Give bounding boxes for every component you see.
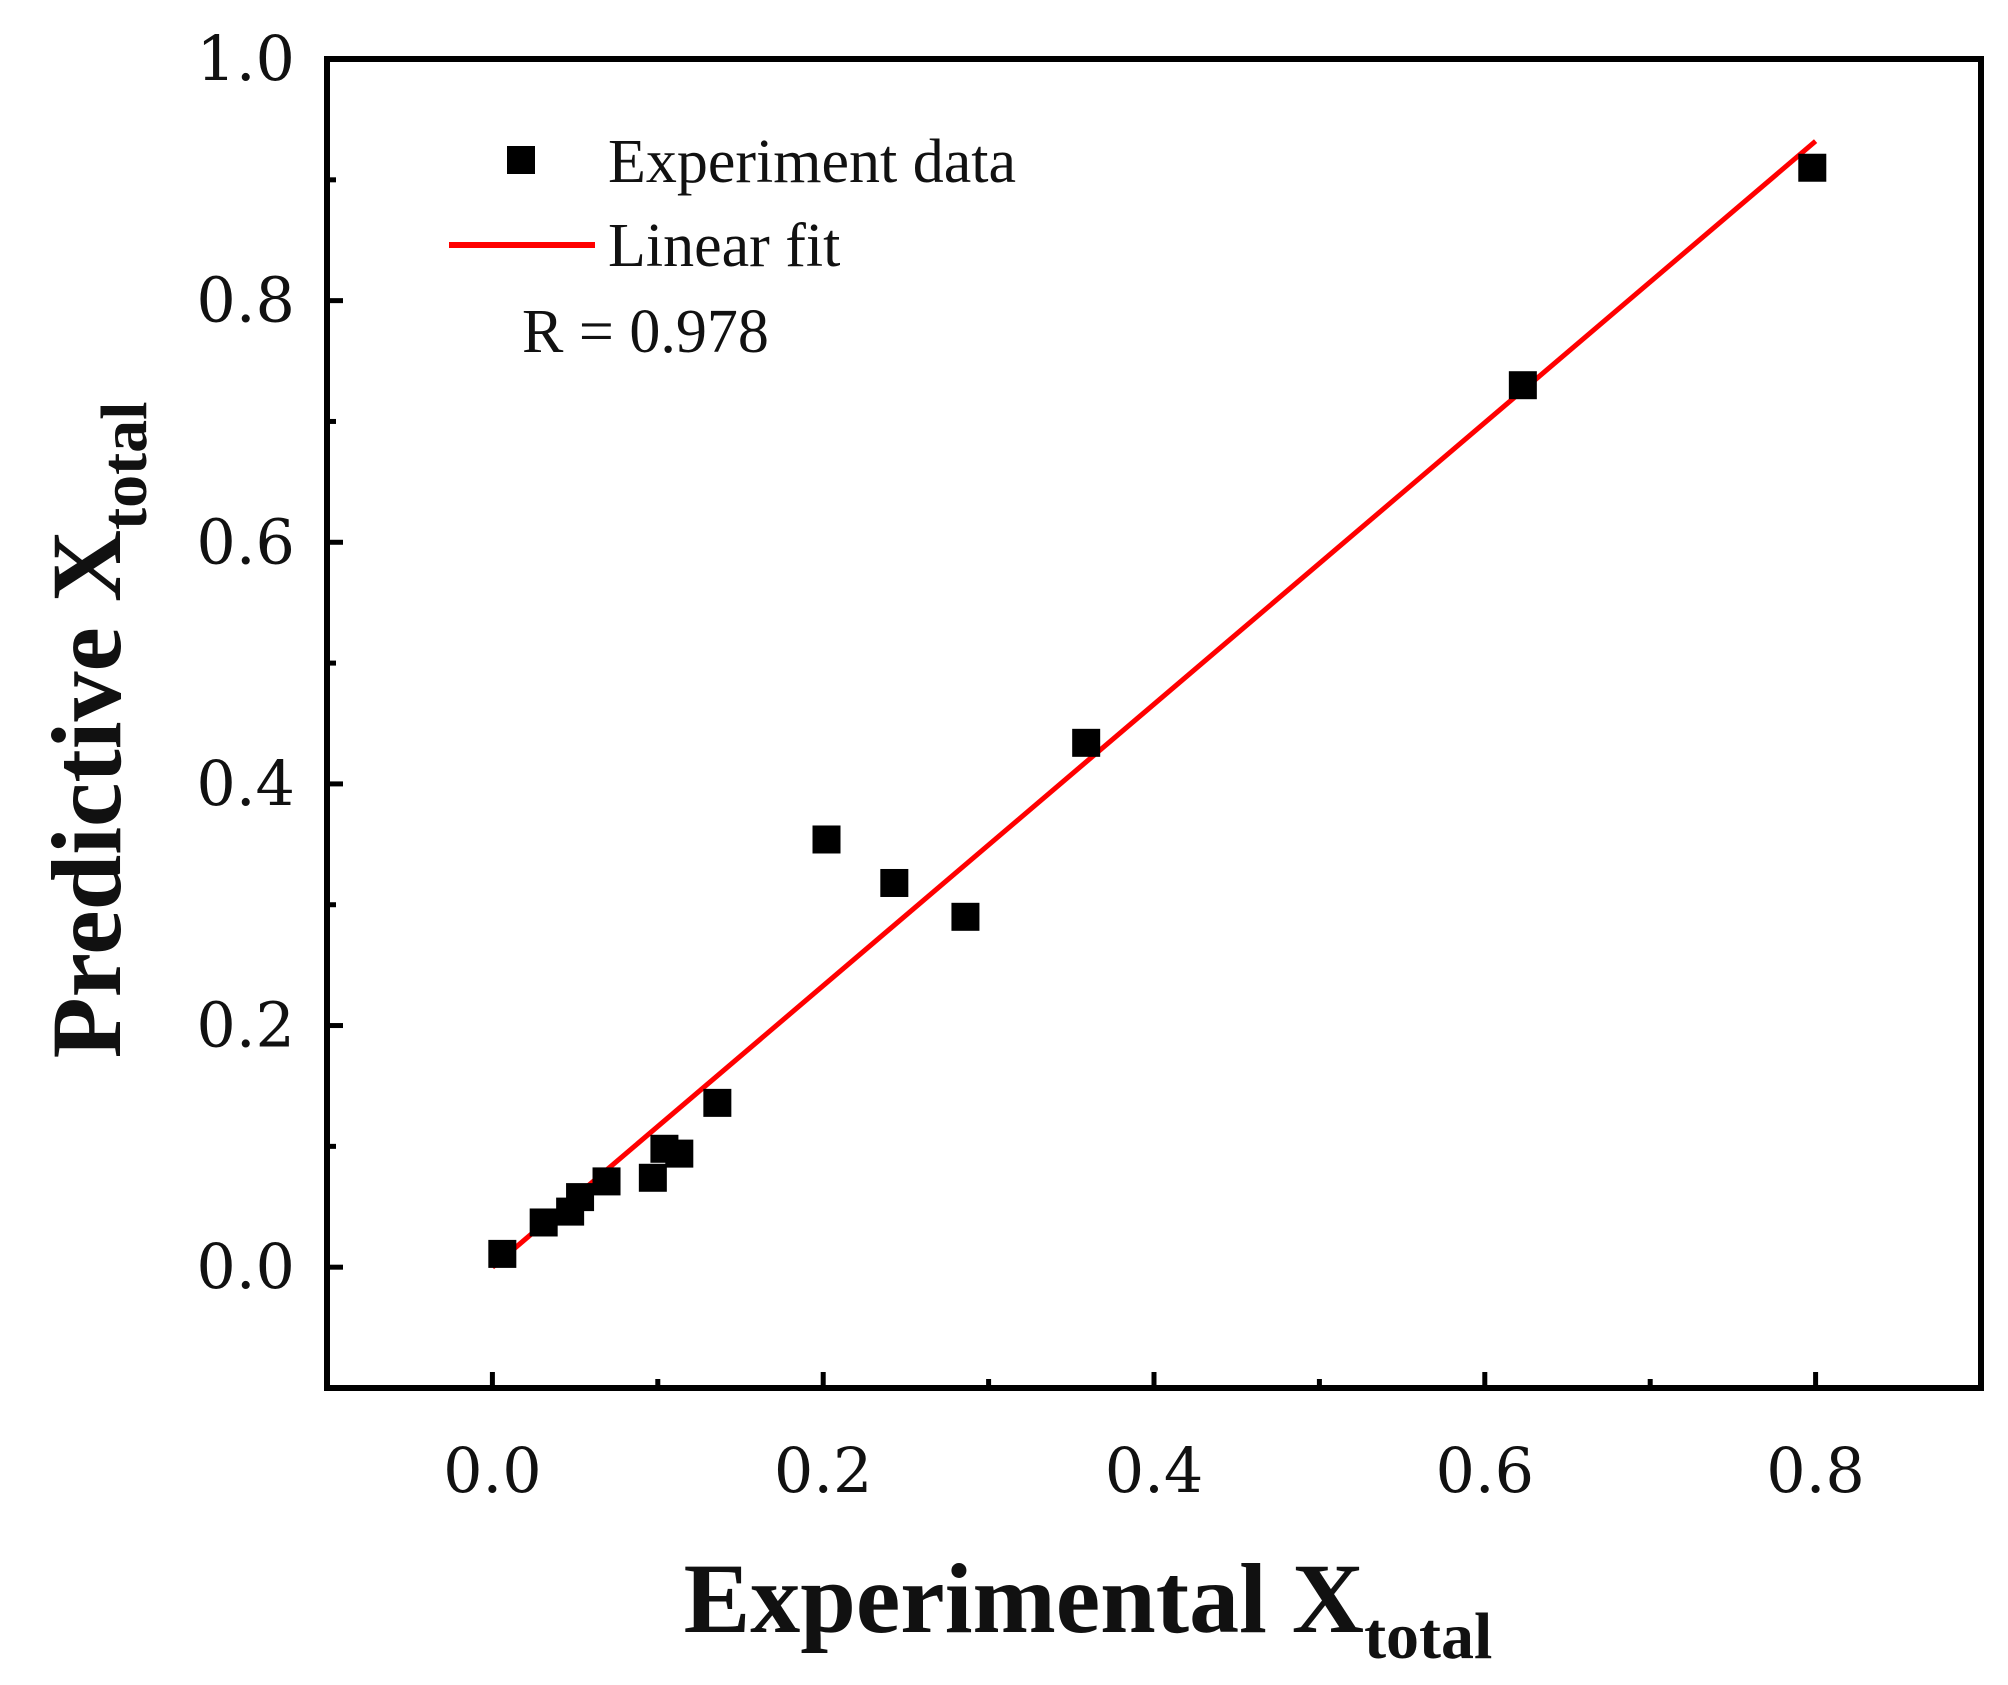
y-axis-title-main: Predictive X [31,530,142,1059]
data-point [665,1139,694,1168]
fit-layer [490,139,1818,1270]
x-tick-label: 0.6 [1435,1434,1534,1507]
x-axis-title-main: Experimental X [684,1543,1364,1654]
x-tick-labels: 0.0 0.2 0.4 0.6 0.8 [443,1434,1865,1507]
legend: Experiment data Linear fit R = 0.978 [449,128,1016,366]
x-tick-label: 0.8 [1766,1434,1865,1507]
y-tick-label: 0.2 [196,989,295,1062]
x-axis-title-sub: total [1364,1600,1492,1673]
linear-fit-line [490,139,1818,1270]
data-point [566,1183,595,1212]
data-point [1072,728,1101,757]
y-tick-label: 0.6 [196,505,295,578]
x-tick-label: 0.2 [774,1434,873,1507]
data-point [488,1239,517,1268]
data-point [529,1208,558,1237]
x-axis-title: Experimental Xtotal [684,1543,1493,1673]
y-axis-title-sub: total [88,402,161,530]
x-tick-label: 0.0 [443,1434,542,1507]
legend-label-experiment: Experiment data [608,128,1016,196]
data-point [1508,371,1537,400]
points-layer [488,153,1827,1268]
y-tick-label: 0.4 [196,747,295,820]
data-point [812,825,841,854]
y-axis-title: Predictive Xtotal [31,402,161,1059]
y-tick-label: 0.0 [196,1230,295,1303]
data-point [638,1163,667,1192]
major-ticks [327,56,1819,1388]
y-tick-label: 0.8 [196,264,295,337]
data-point [592,1167,621,1196]
legend-marker-square [507,146,535,174]
data-point [880,868,909,897]
r-value-annotation: R = 0.978 [522,298,769,366]
x-tick-label: 0.4 [1105,1434,1204,1507]
plot-frame [324,56,1984,1391]
data-point [1798,153,1827,182]
data-point [703,1088,732,1117]
y-tick-label: 1.0 [196,22,295,95]
y-tick-labels: 0.0 0.2 0.4 0.6 0.8 1.0 [196,22,295,1303]
data-point [951,902,980,931]
legend-label-fit: Linear fit [608,212,840,280]
